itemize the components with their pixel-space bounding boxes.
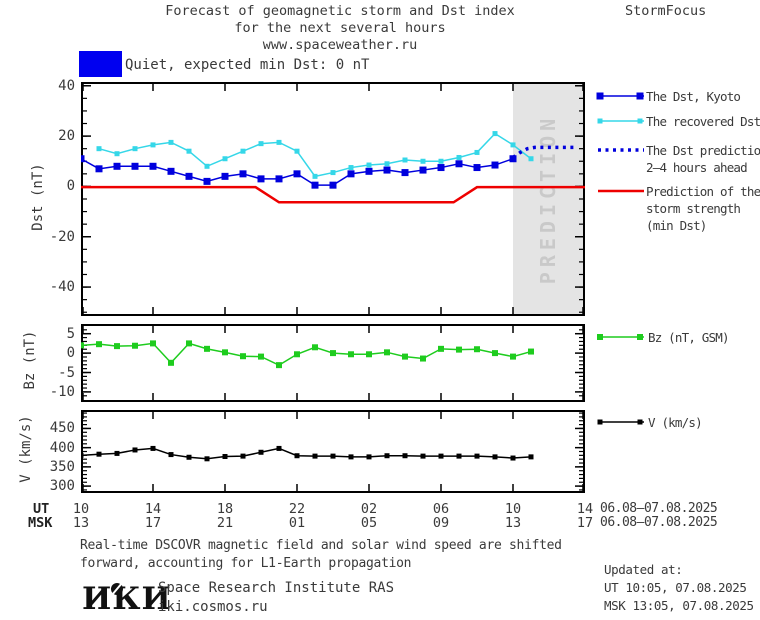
x-hour-label: 21 bbox=[216, 515, 234, 531]
x-hour-label: 13 bbox=[504, 515, 522, 531]
legend-swatch-bz bbox=[596, 330, 646, 344]
page-subtitle: for the next several hours bbox=[234, 20, 446, 36]
v-ytick: 450 bbox=[49, 420, 75, 437]
footnote-line1: Real-time DSCOVR magnetic field and sola… bbox=[80, 538, 562, 553]
org-name: Space Research Institute RAS bbox=[158, 580, 395, 596]
brand-label: StormFocus bbox=[625, 3, 707, 19]
org-site: iki.cosmos.ru bbox=[158, 599, 268, 615]
legend-swatch-dst-prediction bbox=[596, 143, 646, 157]
legend-dst-prediction-line2: 2–4 hours ahead bbox=[646, 160, 748, 175]
dst-ytick: -40 bbox=[49, 279, 75, 296]
legend-swatch-dst-recovered bbox=[596, 114, 646, 128]
iki-logo-text: ИКИ bbox=[82, 581, 172, 617]
svg-text:PREDICTION: PREDICTION bbox=[536, 114, 560, 284]
bz-ytick: 0 bbox=[66, 345, 75, 362]
legend-v: V (km/s) bbox=[648, 415, 703, 430]
footnote-line2: forward, accounting for L1-Earth propaga… bbox=[80, 556, 412, 571]
updated-ut: UT 10:05, 07.08.2025 bbox=[604, 580, 747, 595]
dst-axis-label: Dst (nT) bbox=[30, 163, 46, 231]
dst-ytick: 40 bbox=[58, 77, 75, 94]
dst-ytick: 0 bbox=[66, 178, 75, 195]
legend-dst-recovered: The recovered Dst bbox=[646, 114, 760, 129]
legend-swatch-dst-kyoto bbox=[596, 89, 646, 103]
bz-ytick: -5 bbox=[58, 364, 75, 381]
x-hour-label: 02 bbox=[360, 501, 378, 517]
x-hour-label: 18 bbox=[216, 501, 234, 517]
legend-storm-line3: (min Dst) bbox=[646, 218, 707, 233]
iki-logo-satellite-icon bbox=[111, 582, 123, 596]
page-title: Forecast of geomagnetic storm and Dst in… bbox=[165, 3, 515, 19]
iki-logo: ИКИ bbox=[82, 581, 172, 617]
x-hour-label: 17 bbox=[576, 515, 594, 531]
page-title-block: Forecast of geomagnetic storm and Dst in… bbox=[0, 3, 680, 54]
v-ytick: 350 bbox=[49, 458, 75, 475]
x-hour-label: 14 bbox=[144, 501, 162, 517]
legend-storm-line1: Prediction of the bbox=[646, 184, 760, 199]
dst-ytick: -20 bbox=[49, 228, 75, 245]
x-hour-label: 09 bbox=[432, 515, 450, 531]
x-hour-label: 10 bbox=[504, 501, 522, 517]
bz-ytick: -10 bbox=[49, 383, 75, 400]
x-hour-label: 13 bbox=[72, 515, 90, 531]
x-hour-label: 22 bbox=[288, 501, 306, 517]
v-ytick: 400 bbox=[49, 439, 75, 456]
bz-chart-panel bbox=[81, 324, 585, 402]
x-hour-label: 10 bbox=[72, 501, 90, 517]
x-hour-label: 05 bbox=[360, 515, 378, 531]
legend-dst-kyoto: The Dst, Kyoto bbox=[646, 89, 741, 104]
updated-msk: MSK 13:05, 07.08.2025 bbox=[604, 598, 754, 613]
storm-level-text: Quiet, expected min Dst: 0 nT bbox=[125, 57, 370, 73]
storm-level-color-swatch bbox=[79, 51, 122, 77]
ut-row-label: UT bbox=[33, 501, 50, 517]
legend-swatch-storm-prediction bbox=[596, 184, 646, 198]
date-range-msk: 06.08–07.08.2025 bbox=[600, 515, 718, 530]
site-url: www.spaceweather.ru bbox=[262, 37, 418, 53]
legend-dst-prediction-line1: The Dst prediction bbox=[646, 143, 760, 158]
dst-ytick: 20 bbox=[58, 128, 75, 145]
x-hour-label: 01 bbox=[288, 515, 306, 531]
x-hour-label: 06 bbox=[432, 501, 450, 517]
x-hour-label: 17 bbox=[144, 515, 162, 531]
dst-chart-panel: PREDICTION bbox=[81, 82, 585, 316]
v-axis-label: V (km/s) bbox=[18, 415, 34, 483]
legend-bz: Bz (nT, GSM) bbox=[648, 330, 730, 345]
updated-label: Updated at: bbox=[604, 562, 683, 577]
v-chart-panel bbox=[81, 410, 585, 493]
legend-swatch-v bbox=[596, 415, 646, 429]
msk-row-label: MSK bbox=[28, 515, 53, 531]
date-range-ut: 06.08–07.08.2025 bbox=[600, 501, 718, 516]
bz-ytick: 5 bbox=[66, 325, 75, 342]
v-ytick: 300 bbox=[49, 478, 75, 495]
legend-storm-line2: storm strength bbox=[646, 201, 741, 216]
x-hour-label: 14 bbox=[576, 501, 594, 517]
